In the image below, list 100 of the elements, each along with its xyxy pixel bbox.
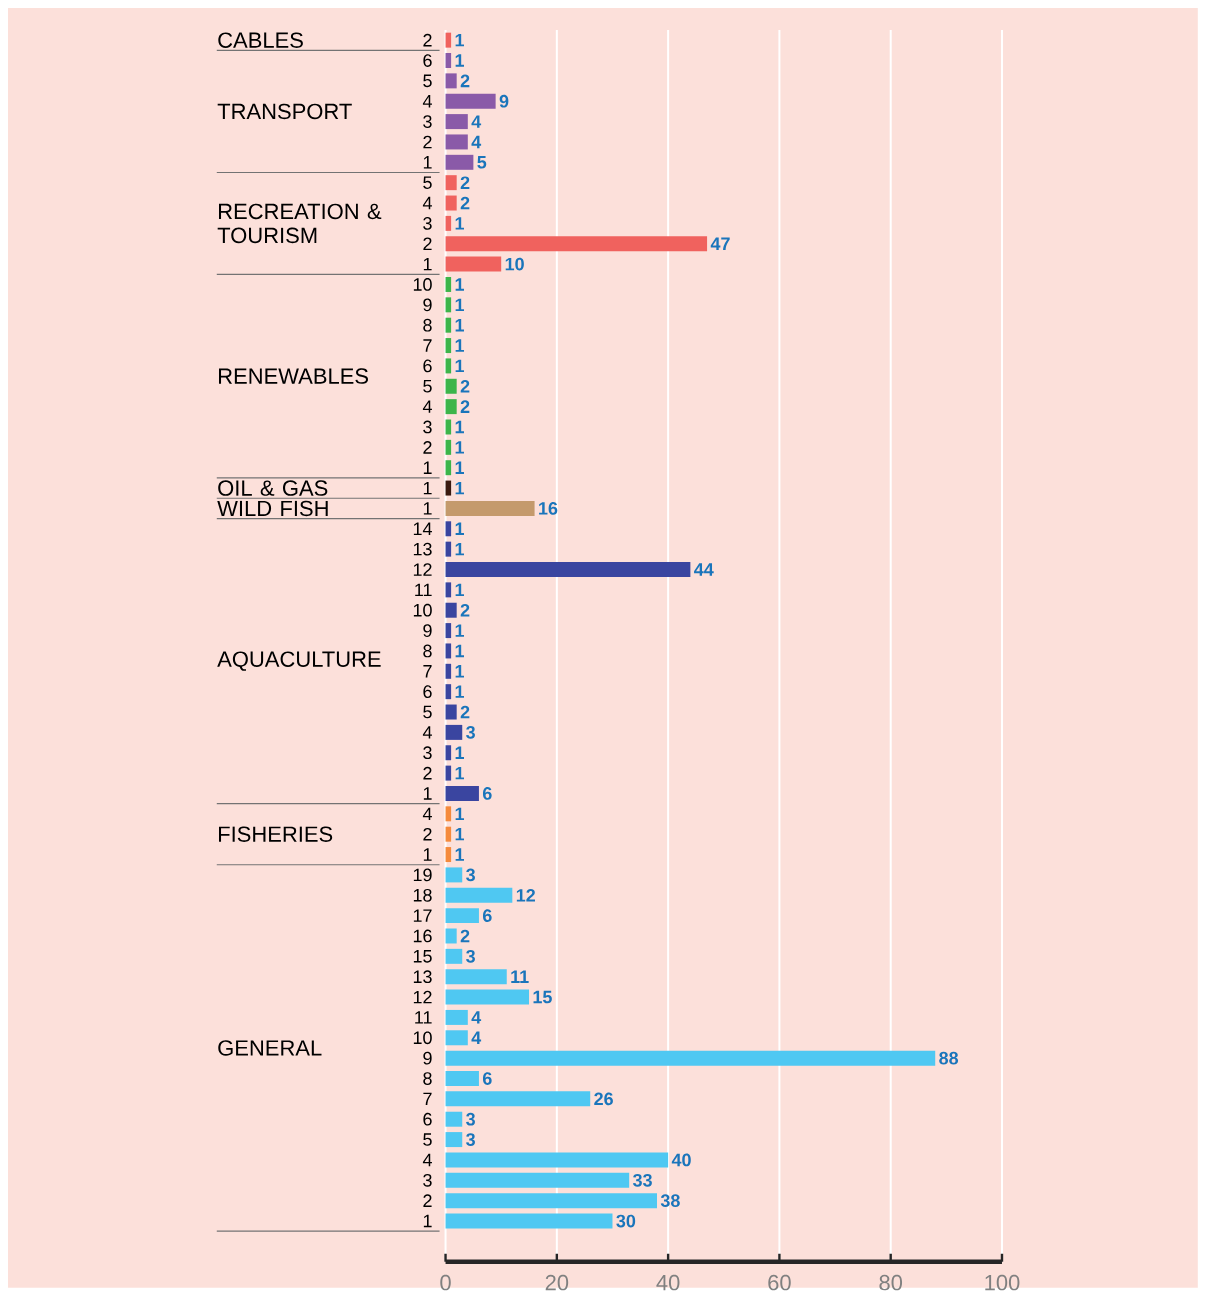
bar [445, 745, 452, 761]
data-label: 1 [455, 542, 465, 556]
data-label: 1 [455, 685, 465, 698]
bar [445, 908, 480, 924]
bar [445, 989, 530, 1005]
bar [445, 704, 457, 720]
bar [445, 1091, 591, 1107]
y-tick-label: 5 [423, 74, 432, 88]
y-tick-label: 8 [423, 318, 432, 332]
y-tick-label: 10 [413, 1031, 432, 1045]
bar [445, 215, 452, 231]
data-label: 3 [466, 1112, 476, 1126]
bar [445, 114, 468, 130]
data-label: 1 [455, 54, 465, 67]
bar [445, 582, 452, 598]
bar [445, 562, 691, 577]
y-tick-label: 1 [423, 848, 432, 861]
x-tick-label: 100 [985, 1274, 1020, 1291]
bar [445, 1071, 480, 1086]
y-tick-label: 15 [413, 950, 432, 963]
data-label: 6 [483, 909, 492, 922]
data-label: 1 [455, 441, 465, 454]
data-label: 1 [455, 746, 465, 759]
y-tick-label: 1 [423, 257, 432, 271]
x-tick-label: 60 [768, 1274, 791, 1291]
y-tick-label: 5 [423, 705, 432, 719]
bar [445, 32, 452, 48]
data-label: 2 [460, 379, 470, 393]
data-label: 16 [539, 502, 558, 515]
data-label: 1 [455, 359, 465, 373]
data-label: 1 [455, 278, 465, 291]
data-label: 10 [505, 257, 524, 271]
bar [445, 867, 463, 883]
data-label: 2 [460, 400, 470, 413]
data-label: 44 [694, 563, 714, 576]
data-label: 1 [455, 217, 465, 230]
x-tick-label: 20 [545, 1274, 569, 1291]
text: WILD FISH [217, 500, 328, 517]
data-label: 1 [455, 827, 465, 841]
data-label: 1 [455, 583, 465, 597]
y-tick-label: 2 [423, 1194, 432, 1207]
y-tick-label: 3 [423, 115, 432, 128]
y-tick-label: 11 [415, 583, 432, 597]
data-label: 47 [710, 237, 730, 250]
x-tick-label: 0 [440, 1274, 451, 1291]
bar [445, 134, 468, 150]
y-tick-label: 12 [413, 990, 432, 1004]
data-label: 4 [471, 1031, 482, 1044]
data-label: 1 [455, 624, 465, 637]
bar [445, 1213, 613, 1229]
data-label: 33 [633, 1173, 653, 1187]
y-tick-label: 9 [423, 624, 432, 637]
y-tick-label: 3 [423, 420, 432, 434]
data-label: 2 [460, 929, 470, 943]
bar [445, 623, 452, 639]
x-tick-label: 40 [656, 1274, 680, 1291]
y-tick-label: 1 [423, 502, 432, 515]
y-tick-label: 17 [413, 909, 432, 922]
bar [445, 1193, 658, 1209]
y-tick-label: 3 [423, 217, 432, 230]
data-label: 2 [460, 176, 470, 189]
bar [445, 602, 457, 618]
y-tick-label: 11 [415, 1011, 432, 1024]
bar [445, 1132, 463, 1148]
y-tick-label: 7 [423, 1092, 432, 1106]
y-tick-label: 4 [423, 726, 433, 739]
data-label: 3 [466, 949, 476, 963]
text: FISHERIES [219, 826, 333, 842]
y-tick-label: 6 [423, 54, 432, 67]
data-label: 1 [455, 420, 465, 434]
data-label: 1 [455, 33, 465, 47]
data-label: 2 [460, 603, 470, 617]
bar [445, 338, 452, 354]
text: GENERAL [218, 1040, 322, 1056]
bar [445, 480, 452, 496]
y-tick-label: 4 [423, 807, 433, 821]
y-tick-label: 9 [423, 298, 432, 312]
data-label: 88 [939, 1051, 959, 1065]
y-tick-label: 2 [423, 33, 432, 47]
bar [445, 73, 457, 89]
bar [445, 460, 452, 476]
data-label: 3 [466, 1133, 476, 1146]
data-label: 4 [471, 115, 482, 128]
text: AQUACULTURE [217, 651, 381, 671]
bar [445, 297, 452, 313]
data-label: 12 [516, 888, 536, 902]
data-label: 1 [455, 807, 465, 821]
data-label: 1 [455, 766, 465, 780]
data-label: 4 [471, 1011, 482, 1024]
bar [445, 500, 535, 516]
data-label: 1 [455, 522, 465, 535]
bar [445, 541, 452, 557]
y-tick-label: 5 [423, 379, 432, 393]
bar [445, 1172, 630, 1188]
bar [445, 276, 452, 292]
y-tick-label: 1 [423, 156, 432, 169]
data-label: 3 [466, 726, 476, 739]
data-label: 2 [460, 196, 470, 210]
bar [445, 1009, 468, 1025]
y-tick-label: 1 [423, 481, 432, 495]
